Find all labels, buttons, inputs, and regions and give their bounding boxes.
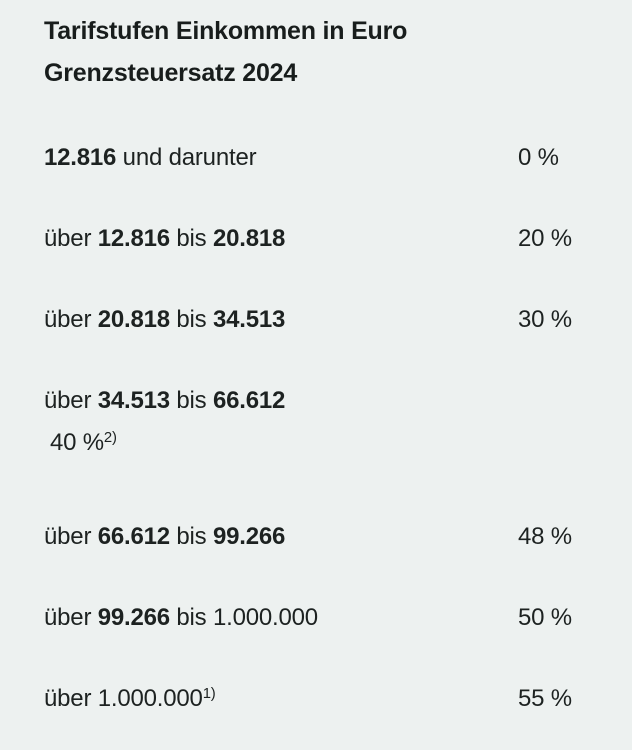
income-range-word: über	[44, 306, 98, 333]
income-range-word: über	[44, 387, 98, 414]
table-title-line1: Tarifstufen Einkommen in Euro	[44, 17, 408, 45]
table-row: über 99.266 bis 1.000.000 50 %	[44, 597, 632, 639]
income-range-text: über 34.513 bis 66.612	[44, 387, 285, 414]
income-range-word: über	[44, 604, 98, 631]
income-amount: 99.266	[212, 523, 286, 550]
income-amount: 12.816	[97, 225, 170, 252]
tax-bracket-table: 12.816 und darunter 0 % über 12.816 bis 20…	[44, 137, 632, 720]
income-range: über 34.513 bis 66.612 40 %2)	[44, 380, 518, 464]
income-range-text: über 12.816 bis 20.818	[44, 225, 285, 252]
table-row: über 20.818 bis 34.513 30 %	[44, 299, 632, 341]
income-range: über 66.612 bis 99.266	[44, 516, 518, 558]
income-amount: 34.513	[97, 387, 170, 414]
income-amount: 20.818	[212, 225, 286, 252]
income-range-word: über	[44, 523, 98, 550]
income-amount: 99.266	[97, 604, 170, 631]
income-range-word: bis	[169, 306, 213, 333]
income-range-text: über 20.818 bis 34.513	[44, 306, 285, 333]
income-amount: 66.612	[97, 523, 170, 550]
income-range: über 1.000.0001)	[44, 678, 518, 720]
tax-rate	[518, 380, 632, 464]
income-range-word: über 1.000.000	[44, 685, 203, 712]
income-range-word: bis	[169, 225, 213, 252]
income-amount: 20.818	[97, 306, 170, 333]
footnote-marker: 1)	[202, 685, 216, 702]
table-row: über 34.513 bis 66.612 40 %2)	[44, 380, 632, 464]
income-range: über 20.818 bis 34.513	[44, 299, 518, 341]
income-range: 12.816 und darunter	[44, 137, 518, 179]
income-amount: 34.513	[212, 306, 286, 333]
income-range-text: über 1.000.0001)	[44, 685, 216, 712]
tax-rate: 55 %	[518, 685, 572, 712]
table-row: 12.816 und darunter 0 %	[44, 137, 632, 179]
tax-rate: 40 %2)	[50, 429, 117, 456]
table-title-line2: Grenzsteuersatz 2024	[44, 59, 298, 87]
income-range-text: über 66.612 bis 99.266	[44, 523, 285, 550]
tax-rate: 50 %	[518, 604, 572, 631]
income-range: über 12.816 bis 20.818	[44, 218, 518, 260]
table-row: über 66.612 bis 99.266 48 %	[44, 516, 632, 558]
income-range-word: bis	[169, 387, 213, 414]
tax-rate: 20 %	[518, 225, 572, 252]
income-range-text: über 99.266 bis 1.000.000	[44, 604, 318, 631]
tax-rate: 0 %	[518, 144, 559, 171]
income-range: über 99.266 bis 1.000.000	[44, 597, 518, 639]
footnote-marker: 2)	[103, 429, 117, 446]
income-range-word: bis 1.000.000	[169, 604, 318, 631]
tax-rate: 30 %	[518, 306, 572, 333]
income-amount: 66.612	[212, 387, 286, 414]
income-range-text: 12.816 und darunter	[44, 144, 257, 171]
table-title: Tarifstufen Einkommen in Euro Grenzsteue…	[44, 10, 632, 94]
income-range-word: bis	[169, 523, 213, 550]
table-row: über 12.816 bis 20.818 20 %	[44, 218, 632, 260]
income-amount: 12.816	[44, 144, 117, 171]
tax-rate: 48 %	[518, 523, 572, 550]
income-range-word: über	[44, 225, 98, 252]
table-row: über 1.000.0001) 55 %	[44, 678, 632, 720]
income-range-word: und darunter	[116, 144, 257, 171]
